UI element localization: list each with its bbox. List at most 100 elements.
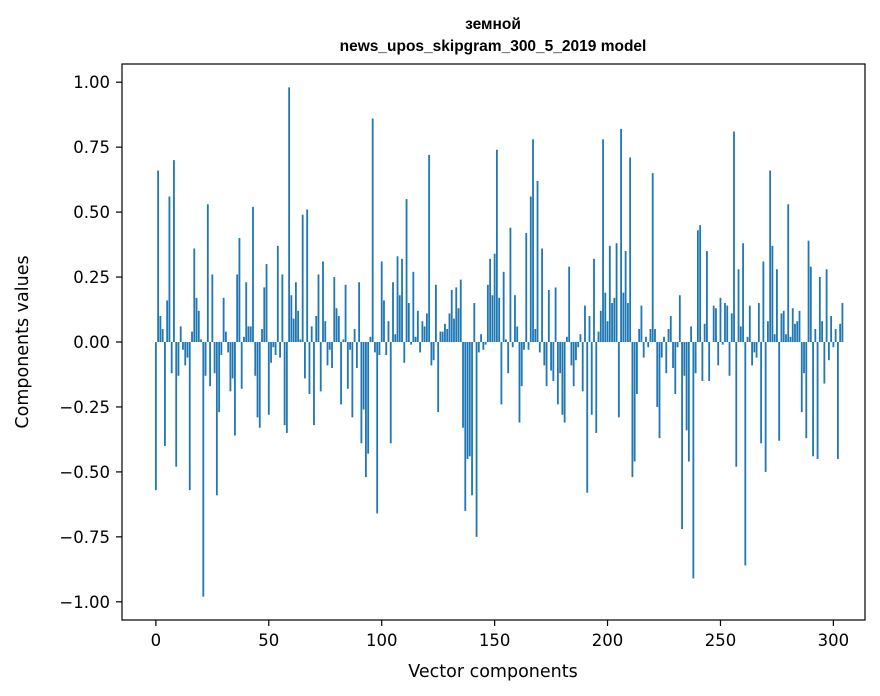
bar-component-131 bbox=[450, 290, 453, 342]
bar-component-160 bbox=[516, 326, 519, 342]
y-tick-label: 0.00 bbox=[73, 333, 110, 352]
bar-component-75 bbox=[324, 321, 327, 342]
bar-component-31 bbox=[224, 331, 227, 342]
bar-component-281 bbox=[789, 336, 792, 342]
bar-component-294 bbox=[818, 277, 821, 342]
bar-component-127 bbox=[441, 331, 444, 342]
y-tick-label: −0.25 bbox=[59, 398, 110, 417]
bar-component-169 bbox=[536, 180, 539, 342]
bar-component-136 bbox=[462, 342, 464, 428]
bar-component-1 bbox=[157, 170, 160, 342]
bar-component-212 bbox=[633, 342, 636, 462]
bar-component-261 bbox=[744, 342, 747, 566]
bar-component-156 bbox=[507, 342, 510, 374]
bar-component-71 bbox=[315, 316, 318, 342]
bar-component-185 bbox=[572, 342, 575, 387]
bar-component-264 bbox=[751, 342, 753, 366]
bar-component-177 bbox=[554, 287, 557, 342]
bar-component-195 bbox=[595, 342, 598, 433]
bar-component-288 bbox=[805, 342, 808, 439]
bar-component-68 bbox=[308, 342, 311, 394]
bar-component-119 bbox=[423, 326, 426, 342]
bar-component-73 bbox=[319, 342, 322, 392]
bar-component-44 bbox=[254, 342, 257, 376]
bar-component-86 bbox=[349, 342, 351, 350]
x-tick-label: 300 bbox=[818, 631, 850, 650]
bar-component-152 bbox=[498, 297, 501, 342]
bar-component-300 bbox=[832, 342, 835, 348]
bar-component-215 bbox=[640, 305, 643, 342]
bar-component-234 bbox=[683, 342, 686, 376]
bar-component-36 bbox=[236, 274, 239, 342]
bar-component-225 bbox=[663, 336, 665, 342]
bar-component-166 bbox=[529, 196, 532, 342]
bar-component-227 bbox=[667, 329, 670, 342]
bar-component-275 bbox=[776, 269, 778, 342]
bar-component-46 bbox=[258, 342, 261, 428]
bar-component-13 bbox=[184, 342, 187, 366]
bar-component-107 bbox=[396, 256, 399, 342]
bar-component-175 bbox=[550, 342, 552, 371]
bar-component-57 bbox=[283, 342, 286, 426]
bar-component-113 bbox=[410, 342, 412, 345]
bar-component-216 bbox=[642, 342, 645, 358]
y-axis-label: Components values bbox=[13, 255, 33, 428]
bar-component-93 bbox=[365, 342, 367, 478]
bar-component-106 bbox=[394, 334, 397, 342]
bar-component-14 bbox=[186, 342, 189, 358]
bar-component-129 bbox=[446, 329, 449, 342]
bar-component-111 bbox=[405, 199, 408, 342]
bar-component-21 bbox=[202, 342, 205, 597]
bar-component-255 bbox=[730, 313, 733, 342]
bar-component-54 bbox=[276, 245, 279, 342]
bar-component-45 bbox=[256, 342, 259, 418]
bar-component-50 bbox=[267, 342, 270, 415]
bar-component-214 bbox=[638, 329, 641, 342]
bar-component-12 bbox=[182, 342, 184, 350]
bar-component-213 bbox=[636, 342, 638, 394]
bar-component-115 bbox=[414, 336, 417, 342]
bar-component-48 bbox=[263, 287, 266, 342]
bar-component-273 bbox=[771, 245, 774, 342]
x-tick-label: 250 bbox=[705, 631, 737, 650]
bar-component-222 bbox=[656, 342, 659, 407]
bar-component-110 bbox=[403, 342, 406, 363]
bar-component-10 bbox=[177, 342, 180, 376]
bar-component-186 bbox=[575, 342, 577, 361]
bar-component-25 bbox=[211, 274, 214, 342]
bar-component-282 bbox=[791, 308, 794, 342]
bar-component-196 bbox=[597, 331, 600, 342]
bar-component-206 bbox=[620, 128, 622, 342]
bar-component-188 bbox=[579, 334, 582, 342]
x-tick-label: 200 bbox=[592, 631, 624, 650]
bar-component-210 bbox=[629, 157, 632, 342]
bar-component-180 bbox=[561, 342, 564, 415]
bar-component-272 bbox=[769, 170, 772, 342]
bar-component-153 bbox=[500, 342, 503, 405]
bar-component-17 bbox=[193, 248, 196, 342]
bar-component-52 bbox=[272, 342, 275, 348]
bar-component-41 bbox=[247, 326, 250, 342]
bar-component-88 bbox=[353, 329, 356, 342]
bar-component-148 bbox=[489, 258, 492, 342]
bar-component-251 bbox=[721, 342, 724, 345]
bar-component-79 bbox=[333, 277, 336, 342]
bar-component-262 bbox=[746, 336, 749, 342]
bar-component-286 bbox=[800, 342, 803, 413]
bar-component-35 bbox=[234, 342, 236, 436]
y-tick-label: 0.75 bbox=[73, 138, 110, 157]
bar-component-179 bbox=[559, 342, 562, 374]
bar-component-245 bbox=[708, 342, 711, 381]
bar-component-134 bbox=[457, 308, 460, 342]
bar-component-151 bbox=[495, 149, 498, 342]
bar-component-138 bbox=[466, 342, 469, 459]
bar-component-123 bbox=[432, 342, 435, 361]
bar-component-109 bbox=[401, 258, 403, 342]
bar-component-124 bbox=[435, 284, 437, 342]
bar-component-178 bbox=[556, 342, 559, 405]
bar-component-266 bbox=[755, 342, 758, 358]
bar-component-27 bbox=[215, 342, 218, 496]
bar-component-61 bbox=[292, 318, 295, 342]
bar-component-95 bbox=[369, 336, 372, 342]
bar-component-299 bbox=[830, 316, 833, 342]
